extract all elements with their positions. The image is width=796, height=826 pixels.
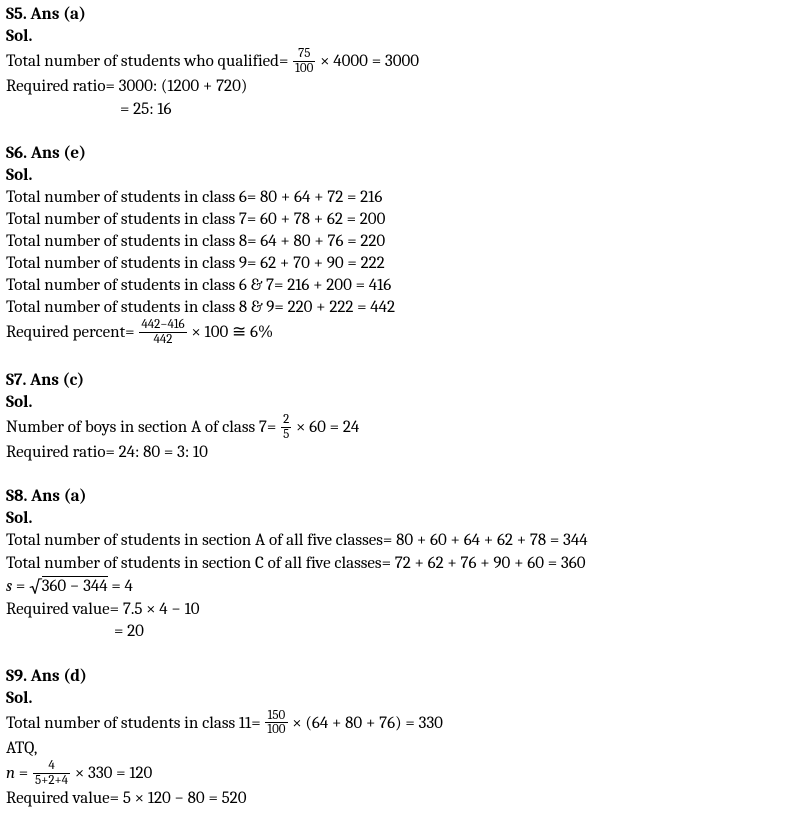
solution-s7: S7. Ans (c) Sol. Number of boys in secti…: [6, 370, 790, 465]
s5-frac1-num: 75: [293, 47, 315, 62]
s9-frac1-den: 100: [265, 723, 287, 737]
s8-sqrt-under: 360 − 344: [42, 576, 108, 596]
s7-l1a: Number of boys in section A of class 7=: [6, 418, 280, 437]
s8-line4: Required value= 7.5 × 4 − 10: [6, 599, 790, 621]
s9-line3: n = 45+2+4 × 330 = 120: [6, 760, 790, 788]
solution-s9: S9. Ans (d) Sol. Total number of student…: [6, 666, 790, 811]
s6-frac1-den: 442: [139, 333, 186, 347]
sqrt-radical-icon: √: [29, 576, 41, 598]
s7-heading: S7. Ans (c): [6, 370, 790, 392]
s5-l1a: Total number of students who qualified=: [6, 52, 292, 71]
s9-line4: Required value= 5 × 120 − 80 = 520: [6, 788, 790, 810]
s5-line3: = 25: 16: [6, 99, 790, 121]
s8-sqrt: √360 − 344: [29, 577, 108, 596]
s7-frac1: 25: [281, 413, 291, 441]
s7-l1b: × 60 = 24: [292, 418, 359, 437]
s8-l5-text: = 20: [114, 622, 144, 641]
s6-line5: Total number of students in class 6 & 7=…: [6, 275, 790, 297]
s5-line2: Required ratio= 3000: (1200 + 720): [6, 76, 790, 98]
s9-line1: Total number of students in class 11= 15…: [6, 710, 790, 738]
s5-sol-label: Sol.: [6, 26, 790, 48]
s6-heading: S6. Ans (e): [6, 143, 790, 165]
s8-sol-label: Sol.: [6, 508, 790, 530]
s5-l3-text: = 25: 16: [120, 100, 171, 119]
s9-l3b: × 330 = 120: [71, 764, 152, 783]
s5-line1: Total number of students who qualified= …: [6, 48, 790, 76]
s6-sol-label: Sol.: [6, 165, 790, 187]
s8-line1: Total number of students in section A of…: [6, 530, 790, 552]
s9-frac1-num: 150: [265, 709, 287, 724]
s9-frac2: 45+2+4: [33, 759, 70, 787]
s7-line2: Required ratio= 24: 80 = 3: 10: [6, 442, 790, 464]
s5-frac1-den: 100: [293, 62, 315, 76]
solution-s8: S8. Ans (a) Sol. Total number of student…: [6, 486, 790, 643]
s6-frac1-num: 442−416: [139, 318, 186, 333]
s6-frac1: 442−416442: [139, 318, 186, 346]
solution-s5: S5. Ans (a) Sol. Total number of student…: [6, 4, 790, 121]
s7-sol-label: Sol.: [6, 392, 790, 414]
s6-line1: Total number of students in class 6= 80 …: [6, 187, 790, 209]
s6-l7b: × 100 ≅ 6%: [188, 324, 273, 343]
s7-frac1-num: 2: [281, 413, 291, 428]
s8-l3-tail: = 4: [108, 577, 133, 596]
s9-l1b: × (64 + 80 + 76) = 330: [289, 714, 443, 733]
s9-frac1: 150100: [265, 709, 287, 737]
s5-l1b: × 4000 = 3000: [316, 52, 419, 71]
s8-line3: s = √360 − 344 = 4: [6, 575, 790, 600]
s9-frac2-num: 4: [33, 759, 70, 774]
s8-heading: S8. Ans (a): [6, 486, 790, 508]
s7-frac1-den: 5: [281, 428, 291, 442]
s6-line7: Required percent= 442−416442 × 100 ≅ 6%: [6, 319, 790, 347]
s6-line2: Total number of students in class 7= 60 …: [6, 209, 790, 231]
s6-line4: Total number of students in class 9= 62 …: [6, 253, 790, 275]
s8-line2: Total number of students in section C of…: [6, 553, 790, 575]
s7-line1: Number of boys in section A of class 7= …: [6, 414, 790, 442]
s6-line3: Total number of students in class 8= 64 …: [6, 231, 790, 253]
s9-l1a: Total number of students in class 11=: [6, 714, 264, 733]
s6-l7a: Required percent=: [6, 324, 138, 343]
s9-sol-label: Sol.: [6, 688, 790, 710]
s8-eq: =: [12, 577, 29, 596]
s5-heading: S5. Ans (a): [6, 4, 790, 26]
s8-line5: = 20: [6, 621, 790, 643]
s9-eq: =: [15, 764, 32, 783]
solution-s6: S6. Ans (e) Sol. Total number of student…: [6, 143, 790, 348]
s9-n-var: n: [6, 764, 15, 783]
s9-line2: ATQ,: [6, 738, 790, 760]
s6-line6: Total number of students in class 8 & 9=…: [6, 297, 790, 319]
s9-frac2-den: 5+2+4: [33, 774, 70, 788]
s5-frac1: 75100: [293, 47, 315, 75]
s9-heading: S9. Ans (d): [6, 666, 790, 688]
